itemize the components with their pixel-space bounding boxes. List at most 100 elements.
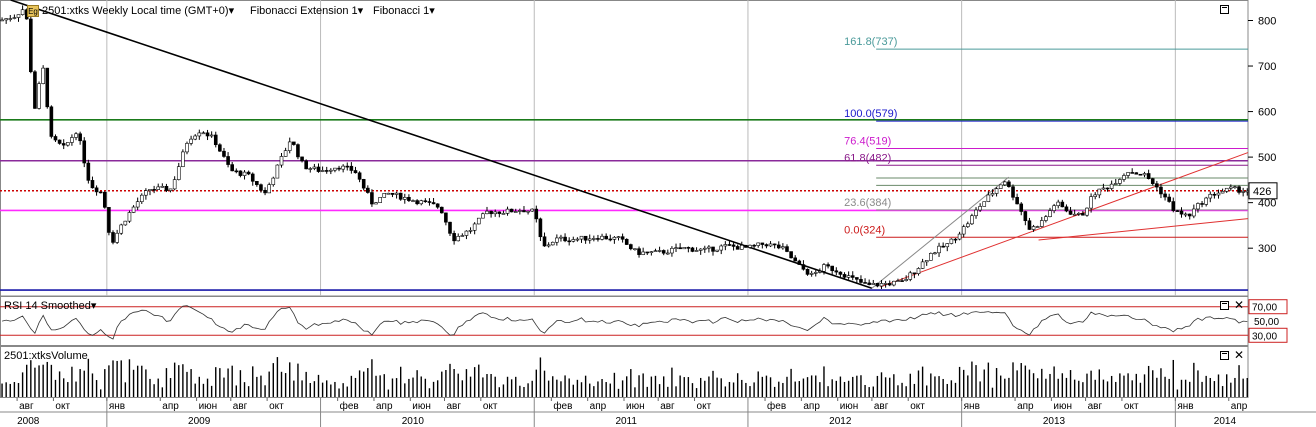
candle-body xyxy=(538,218,543,238)
candle-body xyxy=(300,156,304,162)
candle-body xyxy=(366,187,370,193)
candle-body xyxy=(1142,173,1147,176)
candle-body xyxy=(1081,213,1085,216)
candle-body xyxy=(472,223,477,231)
candle-body xyxy=(1031,226,1036,230)
month-label: апр xyxy=(376,401,393,412)
candle-body xyxy=(534,208,539,220)
candle-body xyxy=(263,189,267,194)
candle-body xyxy=(213,134,218,146)
y-tick-label: 600 xyxy=(1258,107,1276,119)
maximize-main-panel-icon[interactable] xyxy=(1220,5,1229,14)
candle-body xyxy=(386,192,391,195)
year-label: 2014 xyxy=(1214,416,1237,427)
candle-body xyxy=(271,177,276,185)
candle-body xyxy=(201,132,206,135)
eg-badge[interactable]: Eg xyxy=(27,5,39,17)
candle-body xyxy=(378,197,382,203)
candle-body xyxy=(345,165,350,168)
candle-body xyxy=(904,279,908,281)
candle-body xyxy=(209,134,214,137)
candle-body xyxy=(505,208,510,214)
maximize-volume-panel-icon[interactable] xyxy=(1220,351,1229,360)
candle-body xyxy=(682,247,687,250)
rsi-tick-label: 70,00 xyxy=(1252,303,1277,314)
candle-body xyxy=(781,246,785,249)
candle-body xyxy=(953,238,958,241)
candle-body xyxy=(666,252,670,255)
y-tick-label: 500 xyxy=(1258,152,1276,164)
candle-body xyxy=(1130,172,1134,174)
candle-body xyxy=(559,236,563,239)
candle-body xyxy=(797,260,802,265)
close-rsi-panel-icon[interactable]: ✕ xyxy=(1234,298,1245,312)
candle-body xyxy=(1159,186,1163,195)
close-volume-panel-icon[interactable]: ✕ xyxy=(1234,348,1245,362)
fibonacci-extension-study[interactable]: Fibonacci Extension 1▾ xyxy=(250,4,363,17)
candle-body xyxy=(809,272,814,275)
candle-body xyxy=(16,14,21,18)
candle-body xyxy=(431,202,436,205)
rsi-dropdown-icon[interactable]: ▾ xyxy=(90,300,97,312)
symbol-title[interactable]: 2501:xtks Weekly Local time (GMT+0)▾ xyxy=(42,4,234,17)
candle-body xyxy=(571,239,576,242)
candle-body xyxy=(1196,203,1200,210)
candle-body xyxy=(961,226,966,235)
candle-body xyxy=(1023,211,1028,222)
trend-line xyxy=(880,152,1249,288)
rsi-level-box xyxy=(1248,327,1288,343)
candle-body xyxy=(1134,172,1139,175)
candle-body xyxy=(567,240,571,243)
candle-body xyxy=(0,19,4,22)
candle-body xyxy=(937,245,941,254)
candle-body xyxy=(776,244,781,249)
candle-body xyxy=(1076,213,1081,215)
candle-body xyxy=(604,235,608,240)
study-dropdown-icon[interactable]: ▾ xyxy=(429,5,435,17)
candle-body xyxy=(575,238,580,241)
candle-body xyxy=(813,272,818,274)
candle-body xyxy=(641,251,645,255)
month-label: июн xyxy=(199,401,218,412)
candle-body xyxy=(719,245,724,251)
candle-body xyxy=(1245,190,1250,193)
rsi-line xyxy=(2,305,1248,340)
candle-body xyxy=(1039,220,1044,227)
fibonacci-study[interactable]: Fibonacci 1▾ xyxy=(373,4,435,17)
candle-body xyxy=(1019,203,1024,212)
month-label: апр xyxy=(590,401,607,412)
candle-body xyxy=(563,236,567,242)
month-label: апр xyxy=(1231,401,1248,412)
symbol-dropdown-icon[interactable]: ▾ xyxy=(228,5,235,17)
candle-body xyxy=(850,275,855,278)
candle-body xyxy=(394,192,399,195)
candle-body xyxy=(838,271,843,275)
study-label: Fibonacci 1 xyxy=(373,5,430,17)
maximize-rsi-panel-icon[interactable] xyxy=(1220,301,1229,310)
month-label: авг xyxy=(660,401,675,412)
rsi-label: RSI 14 Smoothed xyxy=(4,300,91,312)
candle-body xyxy=(123,220,128,226)
candle-body xyxy=(8,18,13,20)
candle-body xyxy=(949,238,954,244)
candle-body xyxy=(896,280,900,282)
candle-body xyxy=(189,138,193,144)
candle-body xyxy=(916,268,921,274)
month-label: апр xyxy=(1017,401,1034,412)
candle-body xyxy=(756,242,761,246)
rsi-panel-title[interactable]: RSI 14 Smoothed▾ xyxy=(4,299,96,312)
candle-body xyxy=(789,251,793,259)
candle-body xyxy=(1072,213,1077,216)
month-label: окт xyxy=(483,401,498,412)
candle-body xyxy=(1060,201,1065,208)
candle-body xyxy=(887,283,892,286)
candle-body xyxy=(349,165,354,171)
trend-line xyxy=(10,0,873,290)
candle-body xyxy=(279,156,284,166)
candle-body xyxy=(998,184,1003,189)
month-label: апр xyxy=(162,401,179,412)
candle-body xyxy=(629,244,633,250)
study-dropdown-icon[interactable]: ▾ xyxy=(357,5,364,17)
candle-body xyxy=(670,248,674,254)
month-label: фев xyxy=(767,400,786,412)
